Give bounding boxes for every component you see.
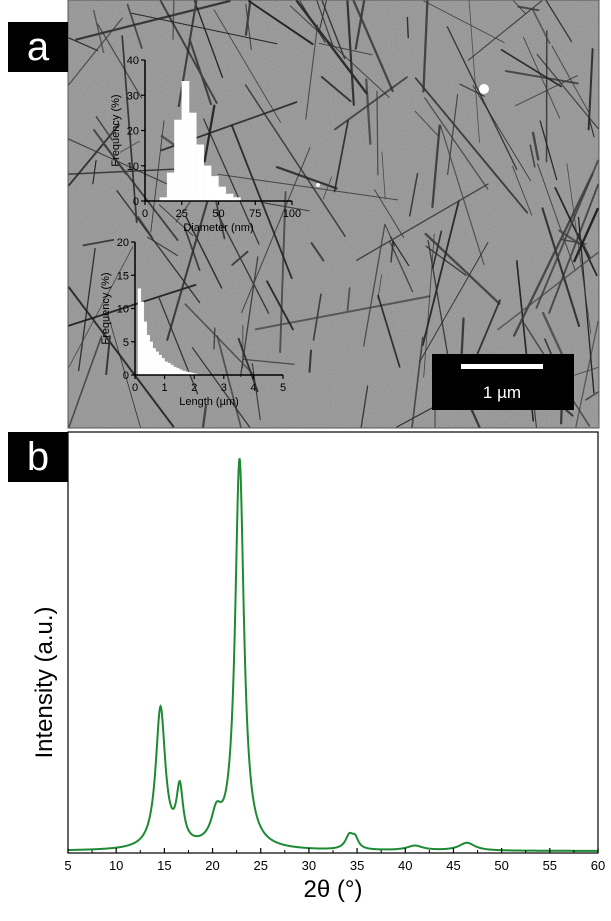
panel-a-label: a [27,25,50,69]
histogram-bar [211,176,218,201]
histogram-bar [150,342,153,375]
x-tick-label: 50 [494,858,508,873]
x-tick-label: 55 [543,858,557,873]
inset-y-tick-label: 20 [117,237,129,249]
fiber [407,18,408,38]
x-tick-label: 35 [350,858,364,873]
x-tick-label: 30 [302,858,316,873]
x-tick-label: 60 [591,858,605,873]
inset-y-tick-label: 5 [123,337,129,349]
x-axis-label: 2θ (°) [304,876,363,903]
histogram-bar [174,120,181,201]
x-tick-label: 10 [109,858,123,873]
inset-x-tick-label: 3 [221,382,227,394]
histogram-bar [141,302,144,375]
particle [479,84,489,94]
particle [316,183,320,187]
histogram-bar [189,113,196,201]
histogram-bar [219,187,226,201]
inset-y-axis-label: Frequency (%) [110,94,122,166]
y-axis-label: Intensity (a.u.) [31,606,58,758]
inset-x-tick-label: 50 [212,208,224,220]
xrd-line [68,458,598,851]
scale-bar-label: 1 µm [483,383,521,402]
x-tick-label: 25 [253,858,267,873]
histogram-bar [144,322,147,375]
panel-b: b 5 10 15 20 25 30 35 40 45 50 55 60 2θ (°) Intensity… [0,430,611,916]
histogram-bar [162,358,165,375]
histogram-bar [171,365,174,375]
inset-y-tick-label: 20 [127,126,139,138]
x-tick-label: 40 [398,858,412,873]
xrd-chart: b 5 10 15 20 25 30 35 40 45 50 55 60 2θ (°) Intensity… [0,430,611,916]
inset-y-tick-label: 15 [117,270,129,282]
inset-y-tick-label: 40 [127,55,139,67]
histogram-bar [159,355,162,375]
histogram-bar [173,367,176,375]
histogram-bar [176,368,179,375]
inset-x-tick-label: 1 [162,382,168,394]
inset-y-tick-label: 10 [127,161,139,173]
histogram-bar [196,145,203,201]
histogram-bar [138,289,141,375]
inset-x-tick-label: 75 [249,208,261,220]
inset-x-tick-label: 100 [283,208,301,220]
fiber [214,328,215,349]
histogram-bar [167,173,174,201]
panel-b-label: b [27,435,49,479]
histogram-bar [182,81,189,201]
inset-x-tick-label: 2 [191,382,197,394]
histogram-bar [165,362,168,375]
inset-y-tick-label: 30 [127,90,139,102]
inset-x-tick-label: 0 [132,382,138,394]
inset-y-tick-label: 10 [117,304,129,316]
inset-y-tick-label: 0 [123,370,129,382]
inset-x-tick-label: 0 [142,208,148,220]
histogram-bar [156,352,159,375]
inset-x-axis-label: Length (µm) [179,396,239,408]
inset-y-tick-label: 0 [133,196,139,208]
xrd-plot: 5 10 15 20 25 30 35 40 45 50 55 60 2θ (°) Intensity (… [31,432,605,903]
histogram-bar [147,335,150,375]
histogram-bar [168,363,171,375]
scale-bar [461,364,543,369]
inset-x-axis-label: Diameter (nm) [183,222,253,234]
histogram-bar [226,194,233,201]
x-tick-label: 15 [157,858,171,873]
inset-x-tick-label: 25 [176,208,188,220]
inset-x-tick-label: 4 [250,382,256,394]
x-tick-label: 45 [446,858,460,873]
inset-x-tick-label: 5 [280,382,286,394]
x-tick-label: 20 [205,858,219,873]
histogram-bar [153,348,156,375]
inset-y-axis-label: Frequency (%) [100,272,112,344]
fiber [173,1,174,39]
plot-frame [68,432,598,853]
histogram-bar [179,370,182,375]
histogram-bar [204,166,211,201]
x-tick-label: 5 [64,858,71,873]
